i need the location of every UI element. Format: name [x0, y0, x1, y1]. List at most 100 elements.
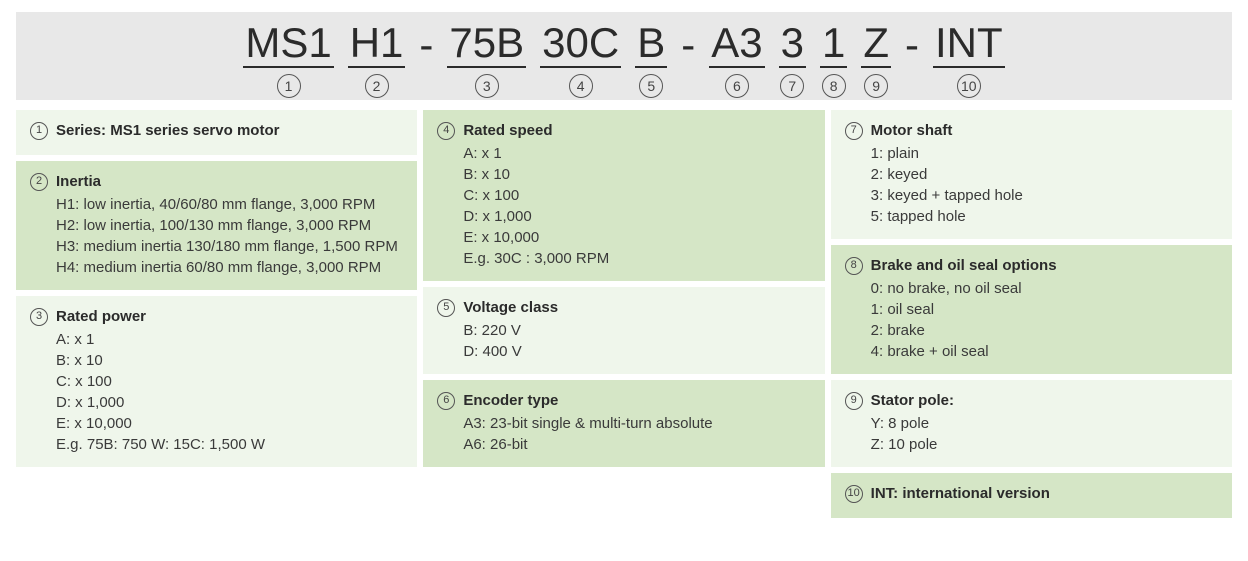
card-title-row: 6 Encoder type: [437, 390, 810, 411]
card-index: 9: [845, 392, 863, 410]
card-line: Z: 10 pole: [871, 434, 1218, 455]
card-title: Brake and oil seal options: [871, 255, 1057, 276]
card-title-row: 10INT: international version: [845, 483, 1218, 504]
card-body: H1: low inertia, 40/60/80 mm flange, 3,0…: [30, 194, 403, 278]
code-segment-index: 9: [864, 74, 888, 98]
card-title: Inertia: [56, 171, 101, 192]
card-title: Stator pole:: [871, 390, 954, 411]
card-index: 4: [437, 122, 455, 140]
code-segment: Z9: [861, 20, 891, 98]
card-line: A: x 1: [56, 329, 403, 350]
card-line: E.g. 30C : 3,000 RPM: [463, 248, 810, 269]
card-line: H3: medium inertia 130/180 mm flange, 1,…: [56, 236, 403, 257]
card-title: Motor shaft: [871, 120, 953, 141]
card-body: A3: 23-bit single & multi-turn absoluteA…: [437, 413, 810, 455]
code-segment: 30C4: [540, 20, 621, 98]
code-segment-index: 6: [725, 74, 749, 98]
card-title-row: 2 Inertia: [30, 171, 403, 192]
card-line: E: x 10,000: [56, 413, 403, 434]
code-segment-text: 3: [779, 20, 806, 68]
card-line: 0: no brake, no oil seal: [871, 278, 1218, 299]
code-segment: 75B3: [447, 20, 526, 98]
card-line: H2: low inertia, 100/130 mm flange, 3,00…: [56, 215, 403, 236]
card-line: 3: keyed + tapped hole: [871, 185, 1218, 206]
code-segment: A36: [709, 20, 764, 98]
card-line: 2: keyed: [871, 164, 1218, 185]
card-line: E.g. 75B: 750 W: 15C: 1,500 W: [56, 434, 403, 455]
legend-card: 1Series: MS1 series servo motor: [16, 110, 417, 155]
code-segment: H12: [348, 20, 406, 98]
card-line: H1: low inertia, 40/60/80 mm flange, 3,0…: [56, 194, 403, 215]
card-line: H4: medium inertia 60/80 mm flange, 3,00…: [56, 257, 403, 278]
card-index: 2: [30, 173, 48, 191]
legend-card: 10INT: international version: [831, 473, 1232, 518]
legend-column: 4 Rated speedA: x 1B: x 10C: x 100D: x 1,…: [423, 110, 824, 518]
card-index: 6: [437, 392, 455, 410]
card-line: 1: oil seal: [871, 299, 1218, 320]
separator-dash: -: [419, 20, 433, 68]
card-title: Voltage class: [463, 297, 558, 318]
card-line: 2: brake: [871, 320, 1218, 341]
code-segment-index: 1: [277, 74, 301, 98]
code-segment-index: 10: [957, 74, 981, 98]
legend-grid: 1Series: MS1 series servo motor2InertiaH…: [16, 110, 1232, 518]
legend-column: 1Series: MS1 series servo motor2InertiaH…: [16, 110, 417, 518]
code-segment-text: 1: [820, 20, 847, 68]
card-title: Rated speed: [463, 120, 552, 141]
card-index: 8: [845, 257, 863, 275]
code-segment-index: 7: [780, 74, 804, 98]
card-body: 1: plain2: keyed3: keyed + tapped hole5:…: [845, 143, 1218, 227]
separator-dash: -: [905, 20, 919, 68]
code-segment-text: Z: [861, 20, 891, 68]
code-segment-text: A3: [709, 20, 764, 68]
card-title: Encoder type: [463, 390, 558, 411]
legend-card: 4 Rated speedA: x 1B: x 10C: x 100D: x 1,…: [423, 110, 824, 281]
code-segment-text: 75B: [447, 20, 526, 68]
code-segment-text: MS1: [243, 20, 333, 68]
legend-card: 3 Rated powerA: x 1B: x 10C: x 100D: x 1,…: [16, 296, 417, 467]
card-line: C: x 100: [56, 371, 403, 392]
card-index: 3: [30, 308, 48, 326]
card-index: 7: [845, 122, 863, 140]
card-line: B: x 10: [463, 164, 810, 185]
card-line: A6: 26-bit: [463, 434, 810, 455]
card-title: INT: international version: [871, 483, 1050, 504]
card-line: 1: plain: [871, 143, 1218, 164]
card-body: A: x 1B: x 10C: x 100D: x 1,000E: x 10,0…: [30, 329, 403, 455]
code-segment-index: 3: [475, 74, 499, 98]
card-index: 1: [30, 122, 48, 140]
card-title: Rated power: [56, 306, 146, 327]
code-segment-index: 8: [822, 74, 846, 98]
card-line: 5: tapped hole: [871, 206, 1218, 227]
card-body: Y: 8 poleZ: 10 pole: [845, 413, 1218, 455]
separator-dash: -: [681, 20, 695, 68]
card-body: B: 220 VD: 400 V: [437, 320, 810, 362]
card-line: D: x 1,000: [463, 206, 810, 227]
card-line: C: x 100: [463, 185, 810, 206]
code-segment: INT10: [933, 20, 1005, 98]
card-title-row: 9 Stator pole:: [845, 390, 1218, 411]
model-number-row: MS11H12-75B330C4B5-A363718Z9-INT10: [16, 20, 1232, 98]
card-line: D: x 1,000: [56, 392, 403, 413]
card-title-row: 4 Rated speed: [437, 120, 810, 141]
legend-card: 2 InertiaH1: low inertia, 40/60/80 mm fla…: [16, 161, 417, 290]
card-line: A: x 1: [463, 143, 810, 164]
legend-card: 9 Stator pole:Y: 8 poleZ: 10 pole: [831, 380, 1232, 467]
card-title-row: 3 Rated power: [30, 306, 403, 327]
legend-card: 6 Encoder typeA3: 23-bit single & multi-t…: [423, 380, 824, 467]
card-line: B: 220 V: [463, 320, 810, 341]
code-segment: 18: [820, 20, 847, 98]
legend-card: 5Voltage classB: 220 VD: 400 V: [423, 287, 824, 374]
code-segment-text: H1: [348, 20, 406, 68]
card-line: 4: brake + oil seal: [871, 341, 1218, 362]
card-body: A: x 1B: x 10C: x 100D: x 1,000E: x 10,0…: [437, 143, 810, 269]
model-number-header: MS11H12-75B330C4B5-A363718Z9-INT10: [16, 12, 1232, 100]
card-line: A3: 23-bit single & multi-turn absolute: [463, 413, 810, 434]
card-line: B: x 10: [56, 350, 403, 371]
code-segment-text: 30C: [540, 20, 621, 68]
code-segment: B5: [635, 20, 667, 98]
code-segment-index: 4: [569, 74, 593, 98]
legend-card: 8 Brake and oil seal options0: no brake, …: [831, 245, 1232, 374]
code-segment-index: 2: [365, 74, 389, 98]
code-segment-text: B: [635, 20, 667, 68]
